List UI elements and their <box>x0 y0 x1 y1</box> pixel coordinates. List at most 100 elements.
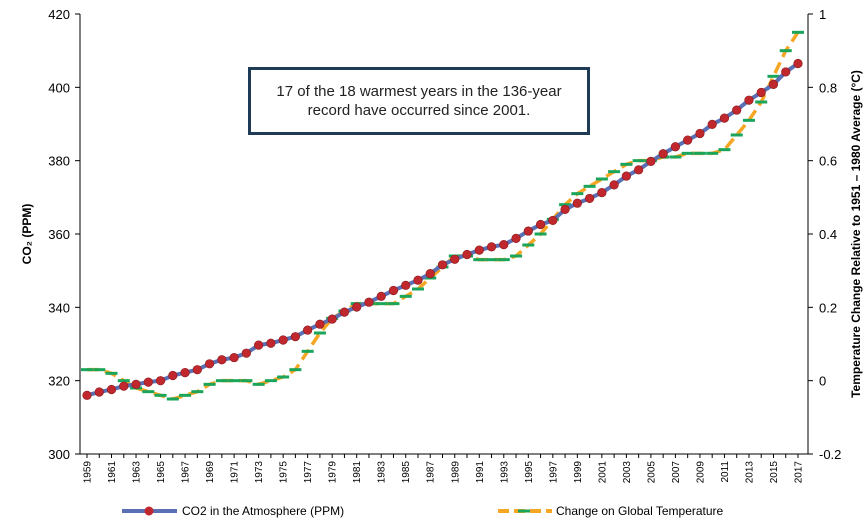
co2-point <box>204 359 215 369</box>
left-tick-label: 360 <box>48 227 70 242</box>
left-tick-label: 340 <box>48 300 70 315</box>
right-y-ticks: -0.2 0 0.2 0.4 0.6 0.8 1 <box>808 7 841 462</box>
co2-point <box>119 381 129 391</box>
co2-point <box>364 297 374 307</box>
co2-point <box>597 187 607 198</box>
left-y-ticks: 300 320 340 360 380 400 420 <box>48 7 80 462</box>
x-tick-label: 1995 <box>524 461 535 484</box>
right-tick-label: 1 <box>819 7 826 22</box>
co2-series <box>82 58 803 400</box>
x-tick-label: 1969 <box>205 461 216 484</box>
co2-point <box>290 332 300 342</box>
co2-point <box>254 340 264 350</box>
x-tick-label: 1971 <box>230 461 241 484</box>
x-tick-label: 2001 <box>597 461 608 484</box>
right-tick-label: -0.2 <box>819 447 841 462</box>
co2-point <box>756 87 766 98</box>
co2-point <box>683 135 693 145</box>
x-tick-label: 1991 <box>475 461 486 484</box>
legend-temperature-label: Change on Global Temperature <box>556 504 724 518</box>
x-tick-label: 1973 <box>254 461 265 484</box>
x-tick-label: 1963 <box>132 461 143 484</box>
co2-point <box>339 307 350 317</box>
co2-point <box>131 379 141 389</box>
co2-point <box>315 319 325 329</box>
co2-point <box>278 335 288 345</box>
annotation-callout: 17 of the 18 warmest years in the 136-ye… <box>248 67 590 135</box>
co2-point <box>523 226 533 236</box>
left-tick-label: 400 <box>48 80 70 95</box>
x-tick-label: 2017 <box>794 461 805 484</box>
co2-point <box>266 338 276 348</box>
legend-co2-label: CO2 in the Atmosphere (PPM) <box>182 504 344 518</box>
co2-point <box>376 291 386 301</box>
co2-point <box>572 198 582 208</box>
left-tick-label: 300 <box>48 447 70 462</box>
co2-point <box>180 368 190 378</box>
co2-point <box>168 370 178 381</box>
co2-point <box>94 387 104 397</box>
x-tick-label: 1989 <box>450 461 461 484</box>
co2-point <box>388 285 399 296</box>
co2-point <box>768 79 779 89</box>
left-tick-label: 380 <box>48 154 70 169</box>
right-tick-label: 0.2 <box>819 300 837 315</box>
co2-point <box>499 240 509 250</box>
co2-point <box>450 254 460 264</box>
co2-point <box>695 128 705 139</box>
co2-point <box>548 215 558 226</box>
annotation-text: 17 of the 18 warmest years in the 136-ye… <box>276 83 562 119</box>
co2-point <box>217 355 227 365</box>
legend: CO2 in the Atmosphere (PPM) Change on Gl… <box>122 504 724 518</box>
co2-point <box>609 180 619 190</box>
x-ticks: 1959 1961 1963 1965 1967 1969 1971 1973 1975 1977… <box>83 454 805 483</box>
co2-point <box>744 95 754 105</box>
co2-point <box>413 275 423 285</box>
right-tick-label: 0.4 <box>819 227 837 242</box>
x-tick-label: 1977 <box>303 461 314 484</box>
co2-point <box>425 269 435 279</box>
co2-point <box>192 365 202 375</box>
x-tick-label: 2015 <box>769 461 780 484</box>
co2-point <box>707 119 717 129</box>
co2-point <box>82 390 92 400</box>
co2-point <box>646 156 656 166</box>
x-tick-label: 2007 <box>671 461 682 484</box>
co2-point <box>241 348 251 358</box>
x-tick-label: 1975 <box>279 461 290 484</box>
x-tick-label: 1999 <box>573 461 584 484</box>
legend-item-temperature: Change on Global Temperature <box>498 504 724 518</box>
co2-point <box>670 142 681 152</box>
co2-point <box>732 105 742 115</box>
x-tick-label: 2003 <box>622 461 633 484</box>
co2-point <box>621 171 631 181</box>
co2-point <box>327 314 337 324</box>
x-tick-label: 1967 <box>181 461 192 484</box>
x-tick-label: 1993 <box>499 461 510 484</box>
co2-point <box>437 260 448 270</box>
co2-point <box>303 325 313 335</box>
x-tick-label: 1979 <box>328 461 339 484</box>
right-tick-label: 0 <box>819 374 826 389</box>
x-tick-label: 2011 <box>720 461 731 483</box>
co2-point <box>462 249 472 260</box>
left-tick-label: 320 <box>48 374 70 389</box>
right-tick-label: 0.8 <box>819 80 837 95</box>
co2-point <box>658 149 668 159</box>
co2-point <box>401 280 411 290</box>
x-tick-label: 1965 <box>156 461 167 484</box>
co2-point <box>634 165 644 175</box>
x-tick-label: 1981 <box>352 461 363 484</box>
x-tick-label: 1985 <box>401 461 412 484</box>
co2-point <box>143 377 153 387</box>
x-tick-label: 2005 <box>646 461 657 484</box>
co2-point <box>585 193 595 204</box>
legend-item-co2: CO2 in the Atmosphere (PPM) <box>122 504 344 518</box>
co2-point <box>511 233 521 243</box>
co2-point <box>793 58 803 69</box>
co2-point <box>229 352 239 363</box>
x-tick-label: 1959 <box>83 461 94 484</box>
co2-point <box>106 384 117 395</box>
x-tick-label: 2013 <box>744 461 755 484</box>
